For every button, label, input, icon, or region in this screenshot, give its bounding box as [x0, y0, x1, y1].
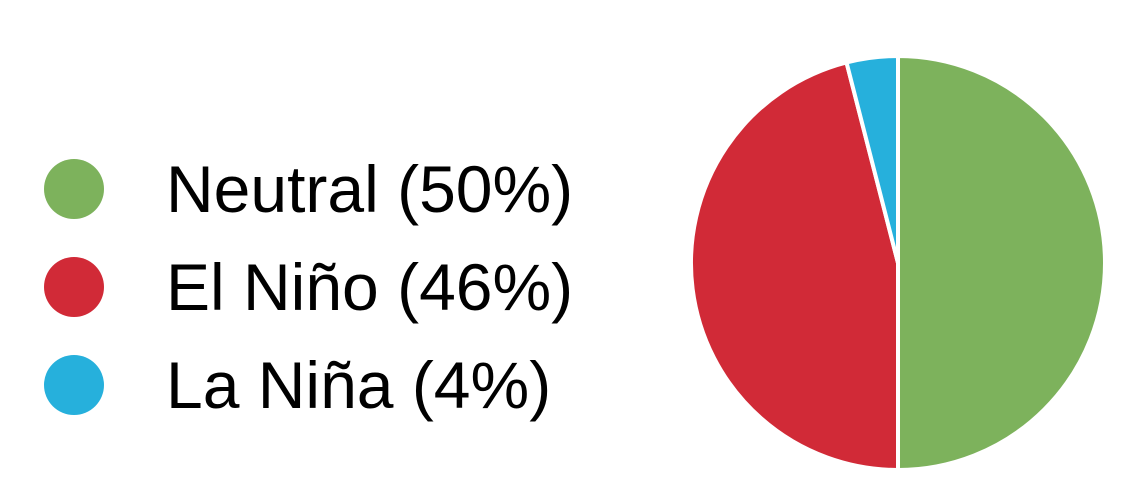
- legend-label-el-nino: El Niño (46%): [166, 250, 574, 324]
- legend-swatch-la-nina: [44, 355, 104, 415]
- chart-legend: Neutral (50%) El Niño (46%) La Niña (4%): [44, 140, 573, 434]
- pie-slice-el-nino: [688, 60, 900, 472]
- legend-swatch-neutral: [44, 159, 104, 219]
- legend-label-neutral: Neutral (50%): [166, 152, 574, 226]
- pie-slice-neutral: [896, 54, 1107, 472]
- legend-item-neutral: Neutral (50%): [44, 140, 573, 238]
- legend-swatch-el-nino: [44, 257, 104, 317]
- legend-item-la-nina: La Niña (4%): [44, 336, 573, 434]
- pie-slice-la-nina: [844, 54, 900, 265]
- legend-label-la-nina: La Niña (4%): [166, 348, 552, 422]
- legend-item-el-nino: El Niño (46%): [44, 238, 573, 336]
